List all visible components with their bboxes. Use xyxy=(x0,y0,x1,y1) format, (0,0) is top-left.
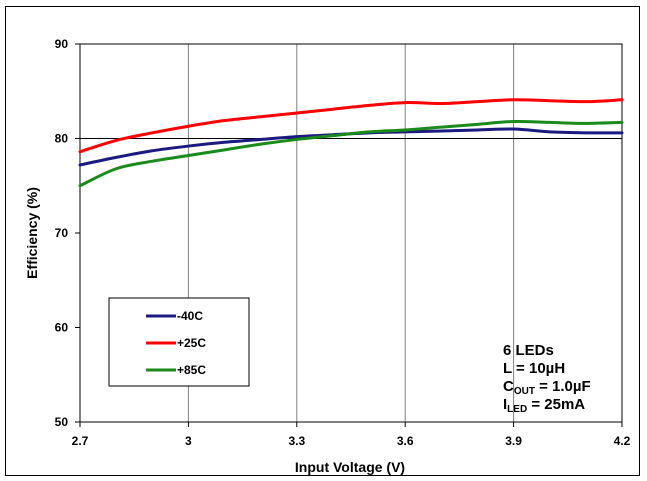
annotation-line-2: L = 10µH xyxy=(503,360,565,377)
y-axis-ticks: 50 60 70 80 90 xyxy=(55,37,80,429)
legend-label: +85C xyxy=(177,363,206,377)
y-axis-label: Efficiency (%) xyxy=(24,187,40,279)
chart-frame xyxy=(5,6,640,476)
series-line-85c xyxy=(78,119,624,188)
y-tick-label: 90 xyxy=(55,37,69,51)
x-axis-label: Input Voltage (V) xyxy=(295,459,405,475)
conditions-annotation: 6 LEDs L = 10µH COUT = 1.0µF ILED = 25mA xyxy=(503,342,591,415)
annotation-line-4: ILED = 25mA xyxy=(503,396,585,415)
series-group xyxy=(78,98,624,188)
legend: -40C +25C +85C xyxy=(108,297,250,387)
x-tick-label: 3.3 xyxy=(288,434,305,448)
y-tick-label: 80 xyxy=(55,132,69,146)
legend-box xyxy=(108,297,250,387)
legend-label: -40C xyxy=(177,309,203,323)
x-tick-label: 2.7 xyxy=(72,434,89,448)
x-tick-label: 3 xyxy=(185,434,192,448)
x-tick-label: 3.9 xyxy=(505,434,522,448)
series-line-25c xyxy=(78,98,624,154)
annotation-line-3: COUT = 1.0µF xyxy=(503,378,591,397)
y-tick-label: 50 xyxy=(55,415,69,429)
y-tick-label: 60 xyxy=(55,321,69,335)
y-tick-label: 70 xyxy=(55,226,69,240)
x-tick-label: 4.2 xyxy=(614,434,631,448)
x-axis-ticks: 2.7 3 3.3 3.6 3.9 4.2 xyxy=(72,422,631,448)
x-tick-label: 3.6 xyxy=(397,434,414,448)
legend-label: +25C xyxy=(177,336,206,350)
annotation-line-1: 6 LEDs xyxy=(503,342,554,359)
